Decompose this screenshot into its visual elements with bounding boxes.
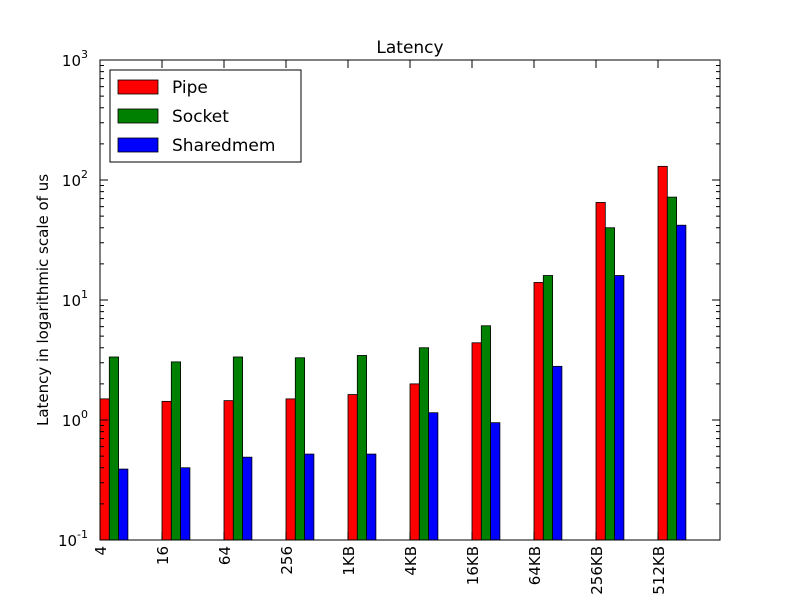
legend-swatch-sharedmem bbox=[117, 137, 159, 153]
bar-pipe-16kb bbox=[471, 342, 482, 541]
bar-sharedmem-1kb bbox=[366, 453, 377, 541]
bar-pipe-1kb bbox=[347, 394, 358, 541]
bar-sharedmem-4 bbox=[118, 468, 129, 541]
bar-sharedmem-16kb bbox=[490, 422, 501, 541]
x-tick-label: 16KB bbox=[464, 546, 482, 585]
x-tick-label: 4 bbox=[92, 546, 110, 556]
legend-swatch-socket bbox=[117, 108, 159, 124]
bar-sharedmem-64kb bbox=[552, 365, 563, 541]
bar-socket-1kb bbox=[356, 355, 367, 541]
bar-pipe-16 bbox=[161, 400, 172, 541]
x-tick-label: 256 bbox=[278, 546, 296, 575]
x-tick-label: 512KB bbox=[650, 546, 668, 595]
legend-swatch-pipe bbox=[117, 79, 159, 95]
bar-sharedmem-4kb bbox=[428, 412, 439, 541]
x-tick-label: 64KB bbox=[526, 546, 544, 585]
bar-socket-64kb bbox=[542, 275, 553, 541]
bar-pipe-4kb bbox=[409, 383, 420, 541]
bar-pipe-512kb bbox=[657, 165, 668, 541]
legend: Pipe Socket Sharedmem bbox=[109, 69, 302, 163]
x-tick-label: 256KB bbox=[588, 546, 606, 595]
x-tick-label: 64 bbox=[216, 546, 234, 565]
bar-socket-4kb bbox=[418, 347, 429, 541]
chart-title: Latency bbox=[376, 38, 443, 58]
bar-sharedmem-256kb bbox=[614, 275, 625, 541]
legend-label-socket: Socket bbox=[172, 107, 229, 127]
bar-sharedmem-16 bbox=[180, 467, 191, 541]
legend-label-sharedmem: Sharedmem bbox=[172, 136, 275, 156]
bar-pipe-64 bbox=[223, 400, 234, 541]
bar-socket-256 bbox=[294, 357, 305, 541]
bar-pipe-256 bbox=[285, 398, 296, 541]
legend-label-pipe: Pipe bbox=[172, 78, 208, 98]
bar-socket-512kb bbox=[666, 196, 677, 541]
bar-sharedmem-64 bbox=[242, 456, 253, 541]
bar-socket-16 bbox=[170, 361, 182, 541]
bar-socket-4 bbox=[108, 356, 120, 541]
plot-area-frame bbox=[99, 59, 721, 541]
x-tick-label: 16 bbox=[154, 546, 172, 565]
bar-socket-64 bbox=[232, 356, 244, 541]
bar-sharedmem-512kb bbox=[676, 224, 687, 541]
bar-socket-256kb bbox=[604, 227, 615, 541]
x-tick-label: 1KB bbox=[340, 546, 358, 576]
y-axis-label: Latency in logarithmic scale of us bbox=[34, 174, 52, 426]
bar-pipe-64kb bbox=[533, 282, 544, 541]
bar-socket-16kb bbox=[480, 325, 491, 541]
bar-sharedmem-256 bbox=[304, 453, 315, 541]
bar-pipe-256kb bbox=[595, 202, 606, 541]
x-tick-label: 4KB bbox=[402, 546, 420, 576]
